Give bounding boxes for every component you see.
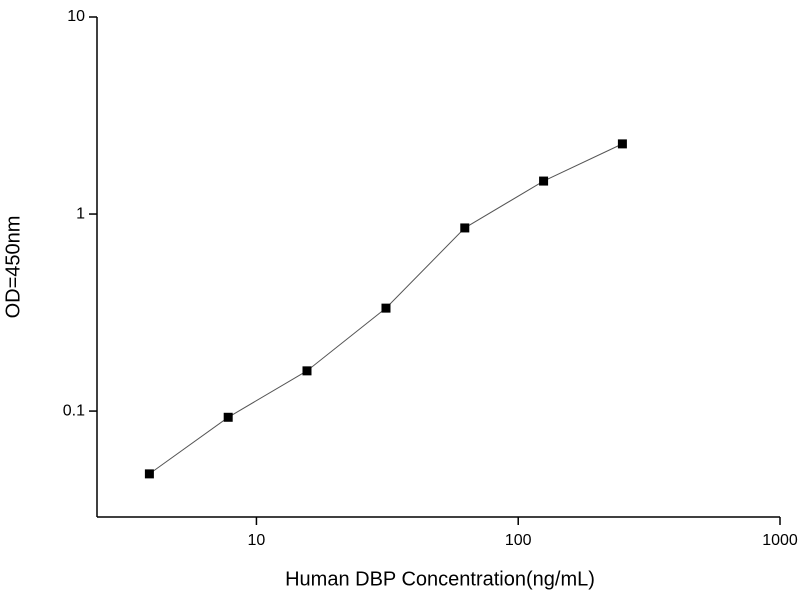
data-point [144, 469, 154, 479]
data-point [539, 176, 549, 186]
data-point [381, 303, 391, 313]
data-point [460, 223, 470, 233]
x-axis-label: Human DBP Concentration(ng/mL) [285, 568, 595, 590]
data-point [617, 139, 627, 149]
x-tick-label: 10 [248, 532, 266, 549]
y-tick-label: 10 [67, 8, 85, 25]
y-tick-label: 1 [76, 205, 85, 222]
y-axis-label: OD=450nm [2, 216, 24, 319]
x-tick-label: 1000 [762, 532, 798, 549]
data-point [223, 412, 233, 422]
x-tick-label: 100 [505, 532, 532, 549]
y-tick-label: 0.1 [63, 402, 85, 419]
data-point [302, 366, 312, 376]
